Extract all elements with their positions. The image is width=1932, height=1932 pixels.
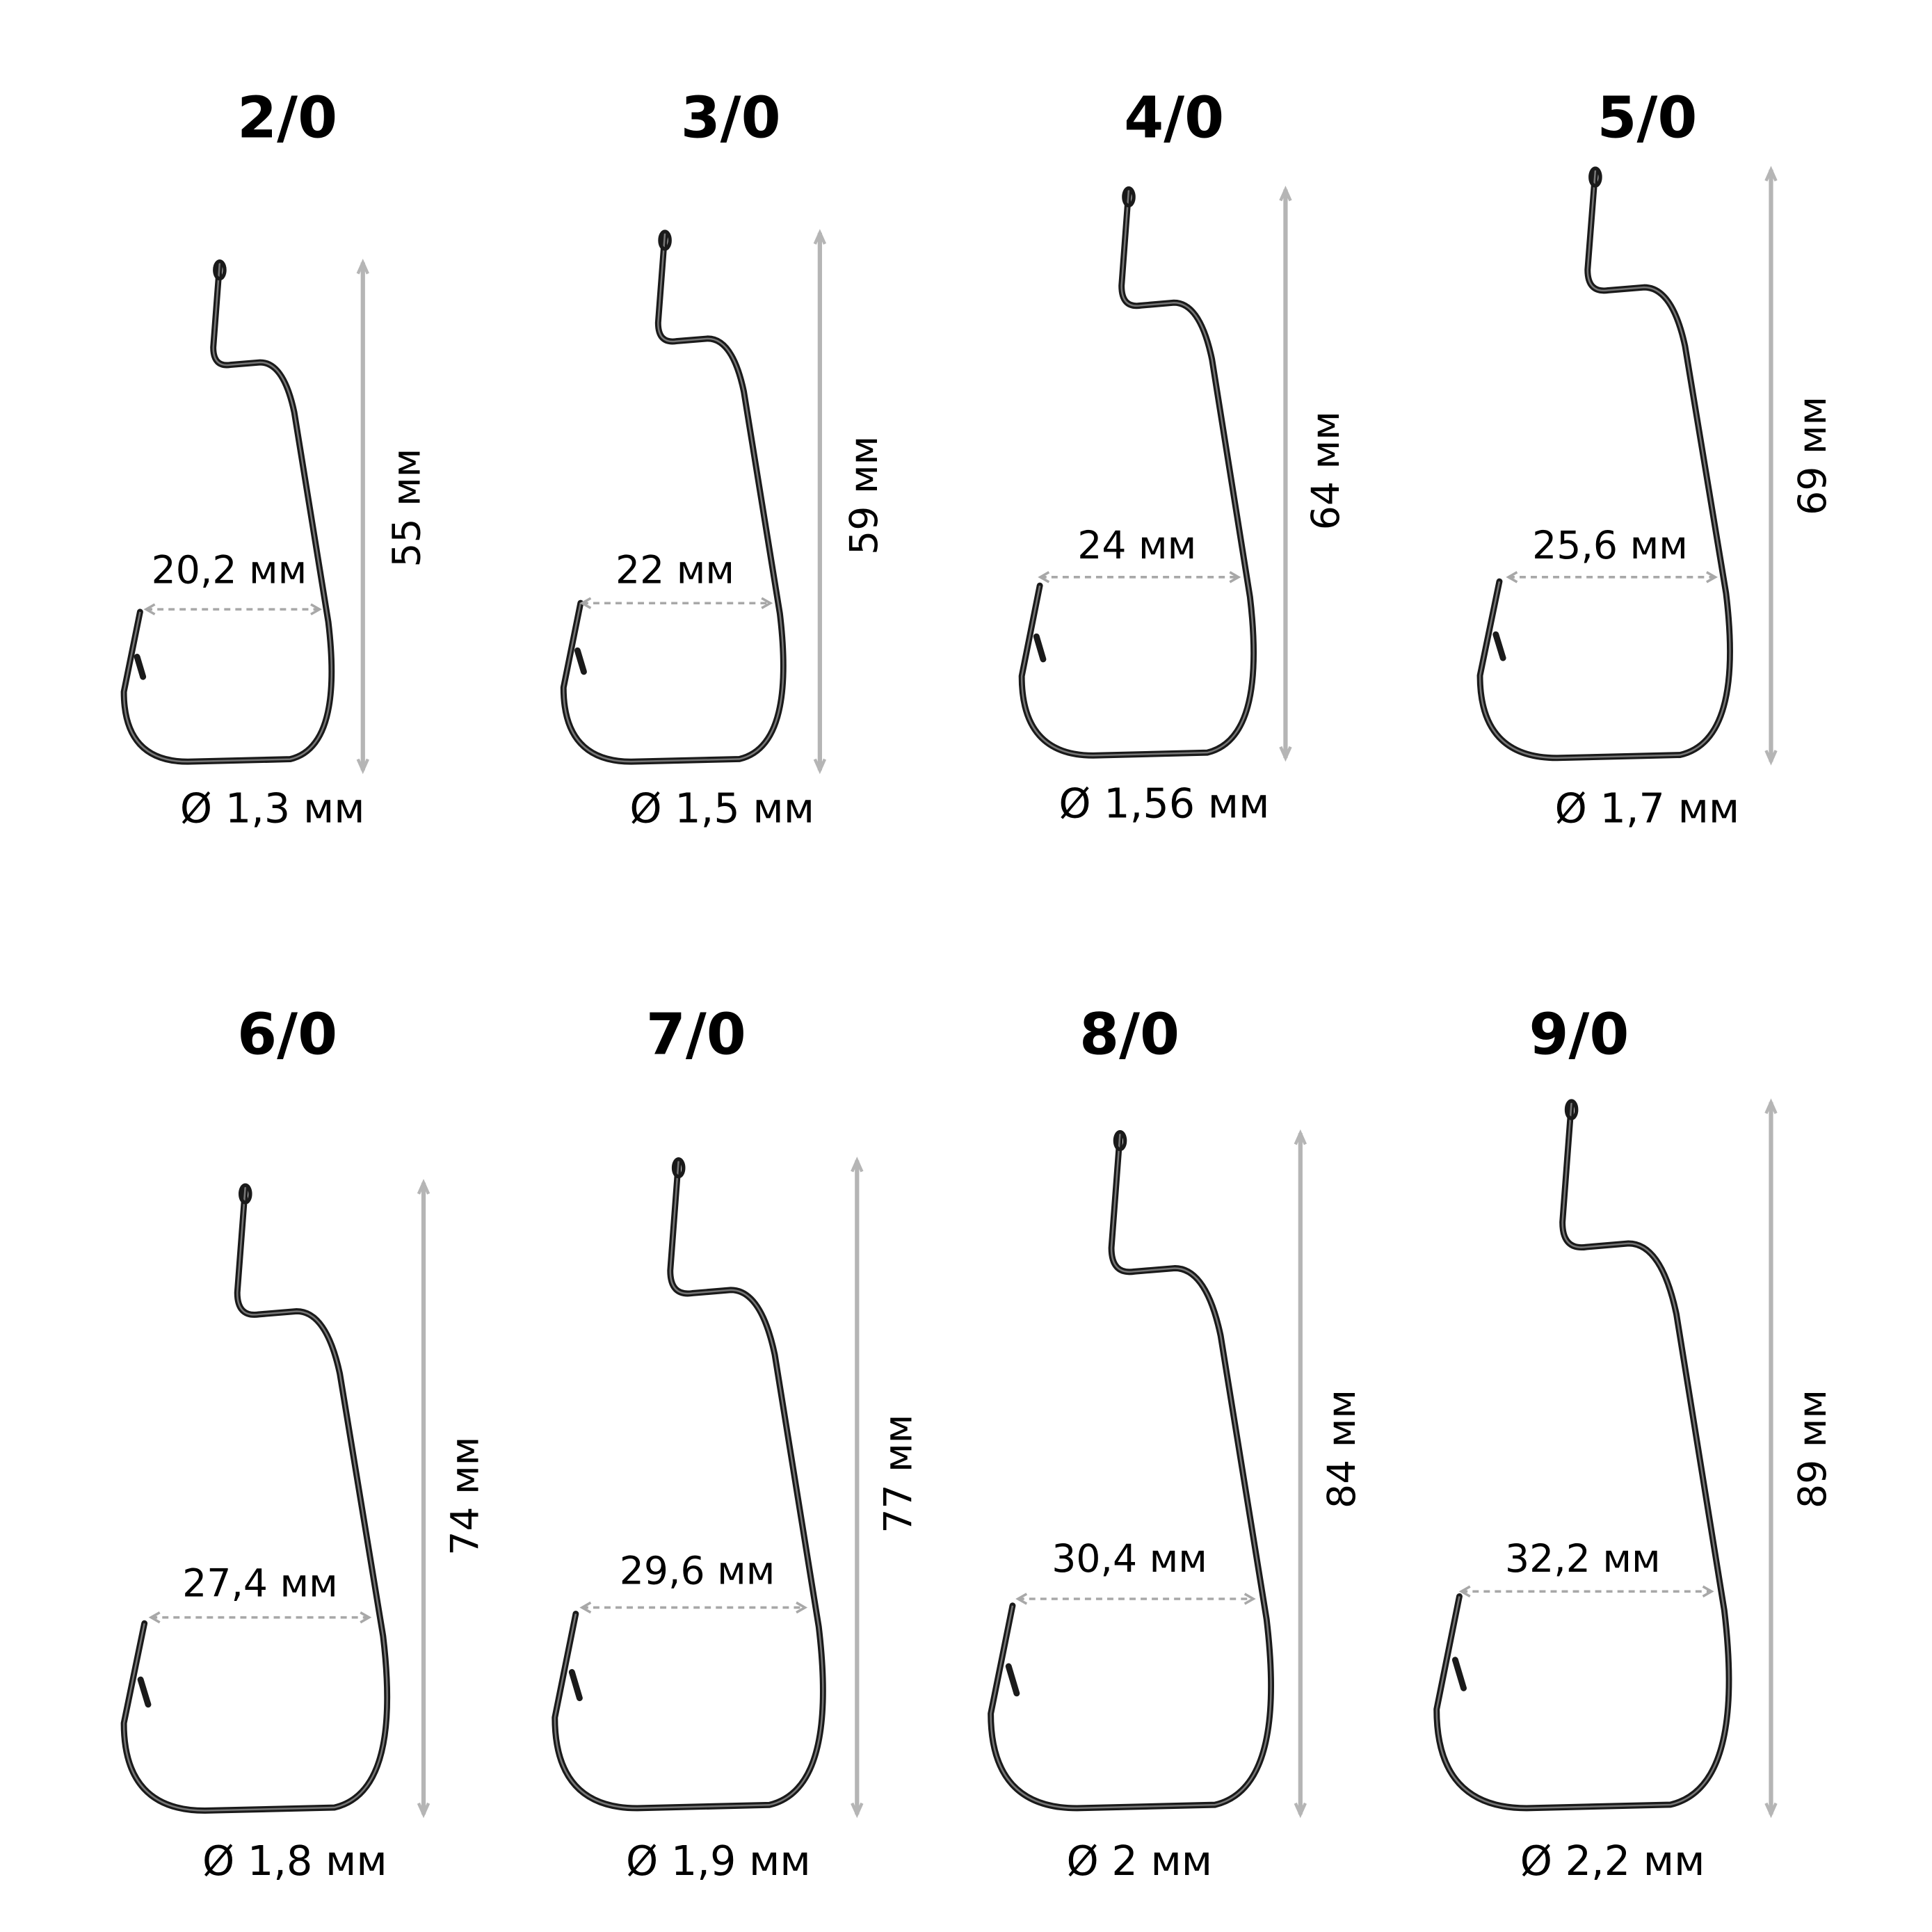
arrow-head-up	[1294, 1129, 1307, 1145]
hook-size-title: 4/0	[1124, 86, 1224, 152]
hook-eye-icon	[1564, 1099, 1579, 1120]
hook-size-title: 5/0	[1597, 86, 1697, 152]
hook-barb	[137, 1676, 152, 1708]
gap-arrow-heads	[1038, 571, 1241, 583]
wire-diameter-label: Ø 1,3 мм	[180, 784, 365, 832]
hook-highlight	[122, 262, 332, 763]
gap-label: 24 мм	[1077, 524, 1196, 568]
wire-diameter-label: Ø 1,56 мм	[1058, 779, 1269, 827]
arrow-head-down	[1764, 1802, 1778, 1819]
wire-diameter-label: Ø 1,8 мм	[202, 1837, 387, 1885]
hook-item: 6/0 74 мм 27,4 мм Ø 1,8 мм	[120, 1001, 488, 1885]
hook-icon	[552, 1157, 826, 1812]
hook-size-title: 3/0	[681, 86, 781, 152]
hook-size-title: 9/0	[1529, 1001, 1629, 1068]
gap-label: 29,6 мм	[620, 1549, 775, 1594]
hook-barb	[1451, 1657, 1467, 1691]
arrow-head-down	[813, 758, 827, 775]
hook-barb	[1033, 633, 1047, 663]
gap-arrow-heads	[579, 1601, 808, 1614]
gap-arrow-heads	[579, 597, 773, 609]
hook-eye-icon	[1588, 166, 1602, 188]
hook-eye-icon	[658, 230, 672, 251]
hook-eye-icon	[213, 259, 227, 281]
hook-item: 3/0 59 мм 22 мм Ø 1,5 мм	[560, 86, 887, 832]
length-label: 74 мм	[443, 1437, 488, 1556]
gap-label: 20,2 мм	[152, 549, 307, 593]
hook-size-title: 2/0	[237, 86, 337, 152]
hook-highlight	[990, 1133, 1272, 1810]
arrow-head-down	[417, 1802, 430, 1819]
hook-barb	[134, 654, 147, 680]
arrow-head-up	[356, 259, 369, 275]
hook-eye-icon	[238, 1183, 252, 1205]
wire-diameter-label: Ø 1,5 мм	[629, 784, 814, 832]
hook-item: 9/0 89 мм 32,2 мм Ø 2,2 мм	[1433, 1001, 1835, 1885]
length-label: 59 мм	[842, 436, 887, 555]
hook-size-title: 8/0	[1079, 1001, 1180, 1068]
hook-icon	[120, 259, 335, 765]
hook-eye-icon	[671, 1157, 686, 1179]
hook-barb	[574, 647, 587, 675]
arrow-head-up	[851, 1157, 864, 1173]
hook-eye-icon	[1122, 186, 1136, 208]
length-label: 55 мм	[385, 449, 430, 567]
hook-highlight	[1479, 169, 1731, 759]
arrow-head-up	[813, 229, 827, 245]
wire-diameter-label: Ø 2,2 мм	[1520, 1837, 1705, 1885]
hook-icon	[1433, 1099, 1732, 1812]
arrow-head-up	[1764, 1098, 1778, 1114]
gap-label: 32,2 мм	[1505, 1537, 1661, 1581]
wire-diameter-label: Ø 1,9 мм	[626, 1837, 811, 1885]
hook-item: 2/0 55 мм 20,2 мм Ø 1,3 мм	[120, 86, 430, 832]
gap-arrow-heads	[143, 603, 323, 615]
hook-item: 8/0 84 мм 30,4 мм Ø 2 мм	[988, 1001, 1365, 1885]
hook-icon	[1018, 186, 1257, 759]
arrow-head-up	[1764, 166, 1778, 182]
hook-highlight	[1020, 189, 1255, 757]
hook-item: 4/0 64 мм 24 мм Ø 1,56 мм	[1018, 86, 1349, 827]
hook-icon	[988, 1129, 1275, 1812]
hook-size-title: 7/0	[646, 1001, 746, 1068]
length-label: 89 мм	[1791, 1390, 1835, 1508]
gap-arrow-heads	[1458, 1585, 1714, 1597]
hook-highlight	[563, 232, 784, 763]
arrow-head-down	[1279, 746, 1292, 762]
arrow-head-down	[851, 1802, 864, 1819]
gap-arrow-heads	[1015, 1593, 1256, 1605]
arrow-head-down	[1294, 1802, 1307, 1819]
gap-label: 27,4 мм	[182, 1561, 338, 1606]
hook-icon	[120, 1183, 391, 1814]
length-label: 77 мм	[877, 1415, 921, 1533]
gap-label: 25,6 мм	[1532, 524, 1688, 568]
length-label: 69 мм	[1791, 396, 1835, 515]
arrow-head-down	[356, 758, 369, 775]
hook-size-title: 6/0	[237, 1001, 337, 1068]
gap-arrow-heads	[1506, 571, 1718, 583]
hook-item: 7/0 77 мм 29,6 мм Ø 1,9 мм	[552, 1001, 921, 1885]
hook-item: 5/0 69 мм 25,6 мм Ø 1,7 мм	[1476, 86, 1835, 832]
hook-highlight	[122, 1186, 388, 1812]
hook-barb	[1005, 1663, 1020, 1697]
wire-diameter-label: Ø 2 мм	[1066, 1837, 1212, 1885]
hook-barb	[1492, 631, 1506, 661]
hook-eye-icon	[1113, 1129, 1127, 1152]
hook-icon	[1476, 166, 1733, 762]
arrow-head-up	[417, 1179, 430, 1195]
length-label: 84 мм	[1320, 1390, 1365, 1508]
hook-barb	[568, 1668, 583, 1702]
wire-diameter-label: Ø 1,7 мм	[1555, 784, 1740, 832]
gap-arrow-heads	[148, 1611, 372, 1624]
gap-label: 30,4 мм	[1052, 1537, 1207, 1581]
arrow-head-down	[1764, 750, 1778, 766]
length-label: 64 мм	[1304, 411, 1349, 530]
hook-highlight	[554, 1160, 824, 1810]
hook-icon	[560, 230, 787, 765]
arrow-head-up	[1279, 185, 1292, 202]
hook-highlight	[1435, 1102, 1730, 1810]
gap-label: 22 мм	[615, 549, 734, 593]
